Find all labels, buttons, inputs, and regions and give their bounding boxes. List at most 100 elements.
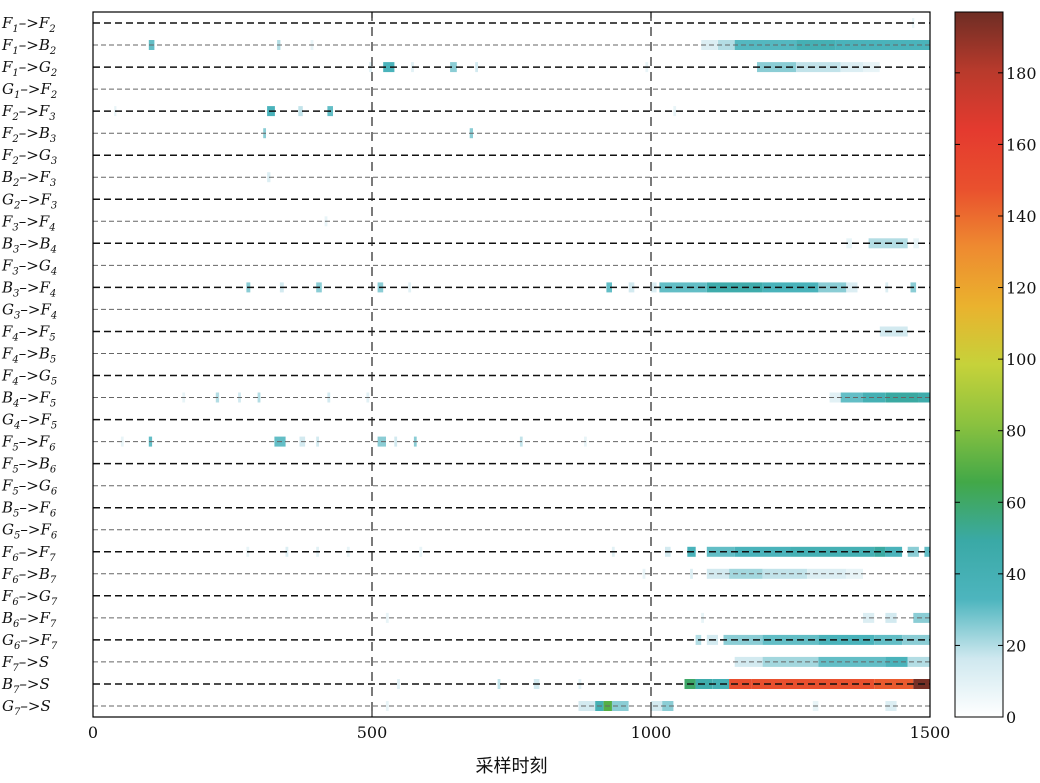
row-label-from-sub: 1 [12,68,18,79]
row-label-to: F [39,521,51,539]
heatmap-cell [902,634,930,645]
row-label-to-sub: 4 [50,266,57,277]
heatmap-cell [863,392,886,403]
heatmap-cell [690,568,693,579]
row-label-from-sub: 4 [11,355,18,366]
row-label-to-sub: 7 [50,619,57,630]
row-label-from-sub: 3 [12,222,18,233]
row-label: B7–>S [1,675,50,696]
heatmap-cell [385,701,389,711]
row-label: B3–>F4 [1,278,56,299]
row-label-to-sub: 6 [49,443,56,454]
row-labels: F1–>F2F1–>B2F1–>G2G1–>F2F2–>F3F2–>B3F2–>… [1,14,58,718]
row-label-to: F [39,190,51,208]
row-label-to-sub: 2 [48,24,55,35]
row-label-from: G [2,300,14,318]
colorbar-tick-label: 60 [1006,493,1026,512]
row-label: F2–>G3 [1,146,57,167]
row-label-from: F [1,256,13,274]
row-label-to: F [38,499,50,517]
row-label-arrow: –> [19,212,39,230]
heatmap-cell [829,392,841,403]
heatmap-cell [651,282,657,293]
row-label: B3–>B4 [1,234,57,255]
row-label-from: F [1,433,13,451]
row-label-arrow: –> [19,278,39,296]
row-label-from-sub: 4 [11,377,18,388]
row-label-from-sub: 6 [12,575,19,586]
row-label-to-sub: 6 [50,509,57,520]
row-label-to-sub: 4 [48,222,55,233]
heatmap-cell [662,701,674,711]
row-label-to: G [39,477,51,495]
row-label-from-sub: 6 [13,619,20,630]
row-label-to: F [38,212,50,230]
row-label-to-sub: 2 [50,68,57,79]
row-label-to-sub: 5 [50,355,56,366]
row-label-from: G [2,697,14,715]
row-label-to: B [38,124,50,142]
row-label: G6–>F7 [2,631,58,652]
heatmap-cell [734,656,763,667]
row-label-to: B [38,345,50,363]
row-label-from-sub: 6 [12,553,19,564]
row-label-to-sub: 7 [50,575,57,586]
row-label-from: F [1,455,13,473]
heatmap-cell [385,612,389,623]
row-label-from: B [1,675,13,693]
row-label-from: F [1,587,13,605]
row-label-from-sub: 5 [12,465,18,476]
row-label: F4–>B5 [1,345,56,366]
row-label-to: F [39,411,51,429]
row-label-arrow: –> [20,631,40,649]
heatmap-cell [642,568,646,579]
row-label-to: B [38,455,50,473]
row-label-arrow: –> [19,675,39,693]
row-label-to: B [38,36,50,54]
column-gridlines [371,12,652,717]
heatmap-cell [818,656,886,667]
heatmap-cell [606,282,612,293]
row-label-arrow: –> [19,609,39,627]
row-label-arrow: –> [19,345,39,363]
row-label-arrow: –> [19,256,39,274]
heatmap-cell [673,106,677,117]
plot-frame [92,11,931,718]
colorbar [954,11,1004,718]
heatmap-cell [913,238,919,249]
row-label-to-sub: 7 [51,597,58,608]
row-label-arrow: –> [19,455,39,473]
row-label: F6–>B7 [1,565,57,586]
row-label-arrow: –> [19,58,39,76]
row-label-to-sub: 6 [51,487,58,498]
row-label-to-sub: 7 [49,553,56,564]
heatmap-cell [729,679,752,689]
row-label-from-sub: 3 [14,310,20,321]
row-label-to: S [39,675,49,693]
row-label-from-sub: 4 [13,421,20,432]
row-label-from: G [2,411,14,429]
row-label-from: F [1,477,13,495]
row-label: F5–>F6 [1,433,56,454]
row-label-arrow: –> [20,300,40,318]
row-label-to: F [38,14,50,32]
row-label: F3–>G4 [1,256,57,277]
colorbar-tick-label: 140 [1006,207,1037,226]
heatmap-cell [628,282,635,293]
row-label-to-sub: 4 [49,288,56,299]
row-label-to-sub: 4 [50,310,57,321]
heatmap-cell [874,679,914,689]
heatmap-cell [394,436,398,447]
row-label-from: G [2,631,14,649]
row-label-to: F [39,80,51,98]
row-label-to-sub: 5 [50,399,56,410]
row-label-from: G [2,80,14,98]
row-label-from: G [2,521,14,539]
row-label-to-sub: 7 [51,641,58,652]
heatmap-cell [924,546,930,557]
row-label-from: B [1,389,13,407]
row-label-arrow: –> [19,323,39,341]
row-label-from-sub: 5 [12,487,18,498]
row-label-to: G [39,256,51,274]
